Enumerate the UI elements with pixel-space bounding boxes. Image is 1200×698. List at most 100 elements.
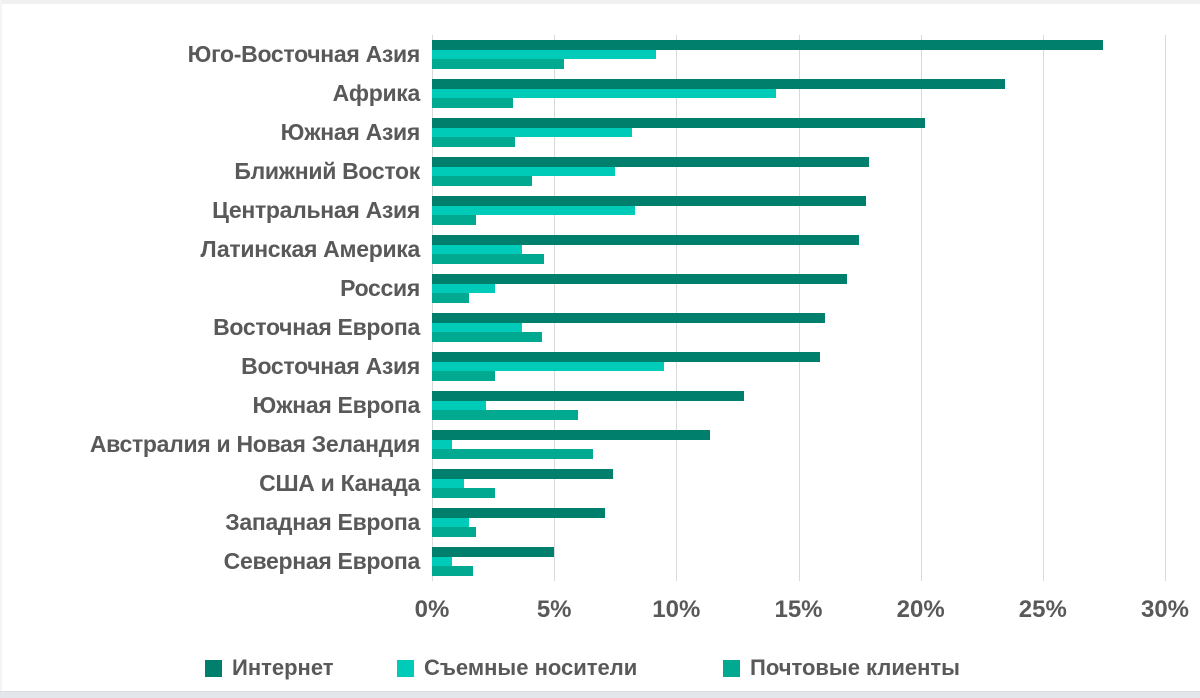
bar-internet [432,196,867,206]
category-bars-group [432,386,1164,425]
gridline-5% [554,35,556,581]
x-axis-tick-label: 30% [1140,596,1190,623]
category-bars-group [432,35,1164,74]
gridline-30% [1165,35,1166,581]
x-axis-tick-label: 20% [896,596,945,623]
bar-internet [432,469,613,479]
x-axis-tick-label: 0% [414,596,450,623]
gridline-25% [1042,35,1044,581]
category-label: Восточная Европа [213,314,420,340]
bar-email-clients [432,98,513,108]
legend-swatch-removable-media [397,659,414,677]
window-edge-bottom [0,691,1200,698]
bar-email-clients [432,59,564,69]
category-row: Африка [0,74,1164,113]
bar-removable-media [432,127,633,138]
category-label: Южная Европа [252,392,421,418]
category-label: Ближний Восток [234,158,420,184]
category-label: Латинская Америка [200,236,420,262]
category-label: Австралия и Новая Зеландия [89,431,420,457]
category-label: Россия [340,275,420,301]
category-row: Центральная Азия [0,191,1164,230]
x-axis-tick-label: 25% [1018,596,1067,623]
category-bars-group [432,347,1164,386]
bar-removable-media [432,244,523,255]
category-row: Юго-Восточная Азия [0,35,1164,74]
window-edge-left [0,0,2,698]
bar-internet [432,118,925,128]
category-bars-group [432,191,1164,230]
bar-email-clients [432,410,579,420]
bar-internet [432,274,847,284]
bar-removable-media [432,400,486,411]
bar-removable-media [432,439,452,450]
category-label: Африка [332,80,421,106]
category-row: Южная Европа [0,386,1164,425]
category-row: Северная Европа [0,542,1164,581]
category-row: Восточная Европа [0,308,1164,347]
bar-removable-media [432,478,464,489]
category-row: Западная Европа [0,503,1164,542]
category-bars-group [432,464,1164,503]
bar-removable-media [432,556,452,567]
category-label: Северная Европа [223,548,421,574]
bar-internet [432,79,1006,89]
category-bars-group [432,503,1164,542]
bar-removable-media [432,361,664,372]
gridline-10% [676,35,678,581]
legend-item-internet: Интернет [205,651,334,685]
x-axis-tick-label: 10% [652,596,701,623]
bar-internet [432,313,825,323]
bar-removable-media [432,205,635,216]
legend-swatch-email-clients [723,659,740,677]
category-bars-group [432,425,1164,464]
legend-label: Съемные носители [424,655,638,680]
bar-email-clients [432,527,476,537]
bar-removable-media [432,517,469,528]
legend: Интернет Съемные носители Почтовые клиенты [0,651,1200,685]
category-row: США и Канада [0,464,1164,503]
bar-email-clients [432,137,515,147]
category-bars-group [432,269,1164,308]
bar-internet [432,508,606,518]
bar-email-clients [432,371,496,381]
category-label: Юго-Восточная Азия [187,41,421,67]
bar-email-clients [432,215,476,225]
bar-email-clients [432,566,474,576]
gridline-20% [920,35,922,581]
bar-email-clients [432,332,542,342]
category-bars-group [432,74,1164,113]
bar-removable-media [432,322,523,333]
bar-email-clients [432,293,469,303]
category-label: Восточная Азия [241,353,420,379]
gridline-0% [432,35,433,581]
category-label: Центральная Азия [212,197,420,223]
bar-internet [432,547,554,557]
category-bars-group [432,308,1164,347]
bar-removable-media [432,49,657,60]
gridline-15% [798,35,800,581]
legend-label: Почтовые клиенты [750,655,960,680]
window-edge-top [0,0,1200,4]
bar-removable-media [432,88,777,99]
bar-internet [432,40,1103,50]
x-axis-tick-label: 15% [774,596,823,623]
category-bars-group [432,230,1164,269]
plot-gridlines [432,35,1166,581]
bar-internet [432,352,820,362]
x-axis-tick-label: 5% [536,596,572,623]
category-row: Южная Азия [0,113,1164,152]
bar-internet [432,391,745,401]
category-row: Россия [0,269,1164,308]
bar-internet [432,430,711,440]
category-row: Австралия и Новая Зеландия [0,425,1164,464]
x-axis: 0% 5% 10% 15% 20% 25% 30% [415,596,1189,628]
legend-swatch-internet [205,659,222,677]
plot-area: Юго-Восточная Азия Африка Южная Азия Ближни… [0,35,1164,581]
category-row: Ближний Восток [0,152,1164,191]
bar-email-clients [432,176,533,186]
category-bars-group [432,152,1164,191]
category-row: Восточная Азия [0,347,1164,386]
legend-item-removable-media: Съемные носители [397,651,637,685]
